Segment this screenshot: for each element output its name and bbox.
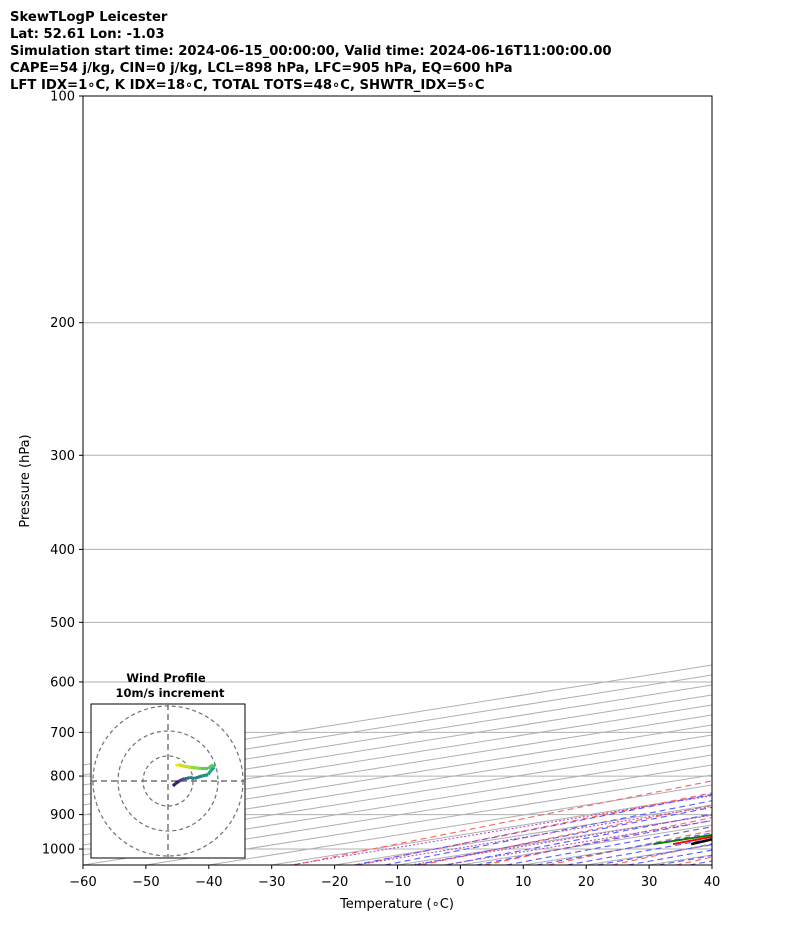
hodograph-segment	[181, 777, 185, 782]
hodograph-segment	[193, 774, 203, 781]
hodograph-segment	[207, 763, 214, 770]
x-tick-label: −60	[69, 875, 96, 890]
dry-adiabat-line	[740, 96, 794, 865]
hodograph-segment	[185, 775, 191, 781]
x-tick-label: 20	[578, 875, 595, 890]
isotherm-line	[83, 734, 712, 836]
x-axis-ticks: −60 −50 −40 −30 −20 −10 0 10 20 30 40	[69, 865, 720, 890]
dry-adiabat-line	[292, 780, 712, 865]
location-line: Lat: 52.61 Lon: -1.03	[10, 27, 165, 42]
hodograph-segment	[183, 776, 188, 781]
hodograph-segment	[201, 773, 209, 778]
inset-title: Wind Profile	[126, 671, 206, 685]
hodograph-ring	[117, 730, 219, 832]
isotherm-line	[83, 684, 712, 786]
isotherm-line	[83, 674, 712, 776]
hodograph-segment	[188, 775, 195, 781]
y-tick-label: 600	[50, 675, 75, 690]
moist-adiabat-line	[415, 806, 712, 865]
cape-line: CAPE=54 j/kg, CIN=0 j/kg, LCL=898 hPa, L…	[10, 61, 513, 76]
hodograph-segment	[190, 765, 201, 771]
x-tick-label: −10	[384, 875, 411, 890]
y-tick-label: 800	[50, 770, 75, 785]
wind-profile-inset: Wind Profile 10m/s increment	[90, 671, 246, 859]
mixing-ratio-line	[356, 805, 712, 865]
moist-adiabat-line	[720, 96, 794, 865]
x-tick-label: 0	[456, 875, 464, 890]
x-tick-label: −30	[258, 875, 285, 890]
y-tick-label: 100	[50, 90, 75, 105]
y-axis-label: Pressure (hPa)	[18, 434, 33, 527]
y-tick-label: 200	[50, 316, 75, 331]
mixing-ratio-line	[290, 795, 712, 865]
hodograph	[91, 704, 245, 858]
x-tick-label: −50	[132, 875, 159, 890]
isotherm-line	[711, 864, 712, 865]
y-tick-label: 1000	[42, 843, 75, 858]
isotherm-line	[83, 714, 712, 816]
hodograph-segment	[182, 764, 191, 769]
y-tick-label: 500	[50, 616, 75, 631]
x-axis-label: Temperature (∘C)	[339, 897, 454, 912]
time-line: Simulation start time: 2024-06-15_00:00:…	[10, 44, 612, 59]
isotherm-line	[83, 664, 712, 766]
indices-line: LFT IDX=1∘C, K IDX=18∘C, TOTAL TOTS=48∘C…	[10, 78, 485, 93]
adiabat-lines	[290, 96, 794, 865]
hodograph-segment	[209, 766, 216, 773]
hodograph-segment	[171, 782, 177, 788]
x-tick-label: −20	[321, 875, 348, 890]
mixing-ratio-line	[410, 814, 712, 865]
inset-subtitle: 10m/s increment	[116, 686, 225, 700]
y-axis-ticks: 1000 900 800 700 600 500 400 300 200 100	[42, 90, 83, 858]
hodograph-segment	[206, 770, 212, 776]
isotherm-line	[83, 724, 712, 826]
hodograph-segment	[175, 763, 179, 768]
y-tick-label: 300	[50, 449, 75, 464]
x-tick-label: −40	[195, 875, 222, 890]
hodograph-segment	[174, 779, 181, 785]
chart-title: SkewTLogP Leicester	[10, 10, 168, 25]
mixing-ratio-line	[443, 820, 712, 865]
y-tick-label: 900	[50, 808, 75, 823]
y-tick-label: 400	[50, 543, 75, 558]
hodograph-segment	[177, 763, 184, 768]
x-tick-label: 10	[515, 875, 532, 890]
y-tick-label: 700	[50, 726, 75, 741]
x-tick-label: 40	[704, 875, 721, 890]
isotherm-line	[83, 694, 712, 796]
isotherm-line	[83, 704, 712, 806]
x-tick-label: 30	[641, 875, 658, 890]
hodograph-segment	[178, 778, 183, 783]
moist-adiabat-line	[353, 793, 712, 865]
